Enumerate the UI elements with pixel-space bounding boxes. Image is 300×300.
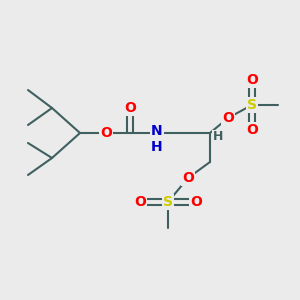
Text: S: S (247, 98, 257, 112)
Text: O: O (190, 195, 202, 209)
Text: O: O (100, 126, 112, 140)
Text: O: O (222, 111, 234, 125)
Text: O: O (134, 195, 146, 209)
Text: H: H (213, 130, 223, 143)
Text: O: O (124, 101, 136, 115)
Text: S: S (163, 195, 173, 209)
Text: O: O (246, 73, 258, 87)
Text: O: O (246, 123, 258, 137)
Text: O: O (182, 171, 194, 185)
Text: N
H: N H (151, 124, 163, 154)
